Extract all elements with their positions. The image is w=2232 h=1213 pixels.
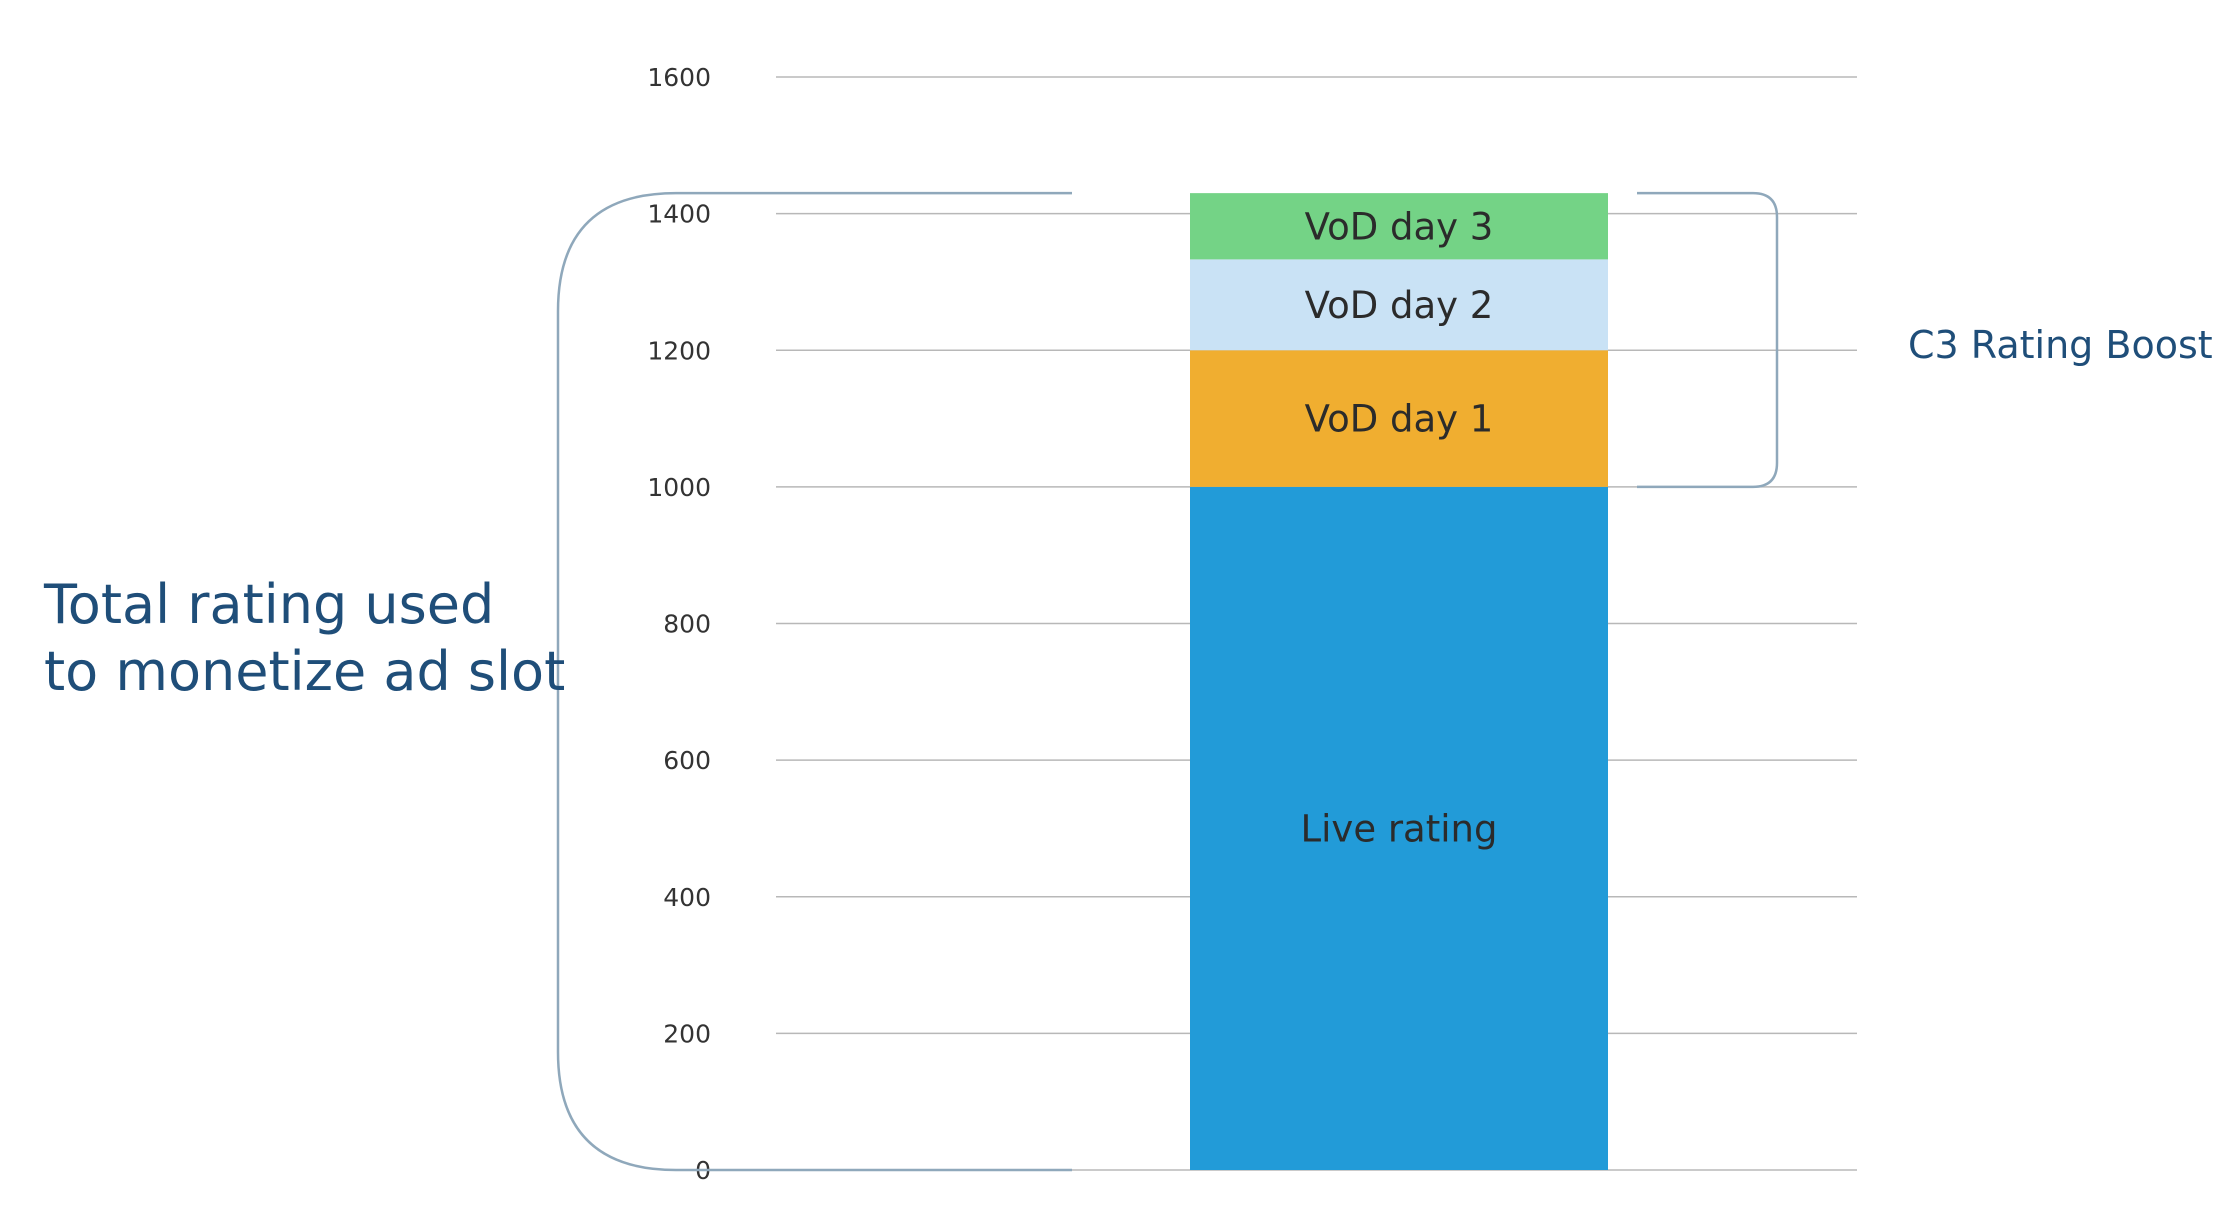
segment-label-live-rating: Live rating [1301,807,1498,850]
bar-segment-vod-day-1 [1190,350,1608,487]
y-tick-label-1000: 1000 [647,473,711,502]
y-tick-label-800: 800 [663,610,711,639]
segment-label-vod-day-2: VoD day 2 [1305,284,1494,327]
segment-labels: Live rating VoD day 1 VoD day 2 VoD day 3 [1301,205,1498,850]
y-tick-label-1400: 1400 [647,200,711,229]
bar-segment-vod-day-2 [1190,259,1608,351]
y-tick-label-600: 600 [663,746,711,775]
total-rating-bracket [556,191,1072,1172]
c3-boost-bracket [1637,191,1779,489]
bar-segment-live-rating [1190,486,1608,1170]
total-rating-annotation: Total rating used to monetize ad slot [43,573,565,703]
c3-rating-boost-annotation: C3 Rating Boost [1908,323,2213,367]
segment-label-vod-day-3: VoD day 3 [1305,205,1494,248]
stacked-bar [1190,193,1608,1170]
bar-segment-vod-day-3 [1190,193,1608,260]
y-tick-label-400: 400 [663,883,711,912]
total-rating-annotation-line-1: Total rating used [43,573,494,636]
total-rating-annotation-line-2: to monetize ad slot [44,640,565,703]
y-tick-label-1600: 1600 [647,63,711,92]
y-tick-label-1200: 1200 [647,336,711,365]
segment-label-vod-day-1: VoD day 1 [1305,398,1494,441]
y-tick-label-200: 200 [663,1019,711,1048]
